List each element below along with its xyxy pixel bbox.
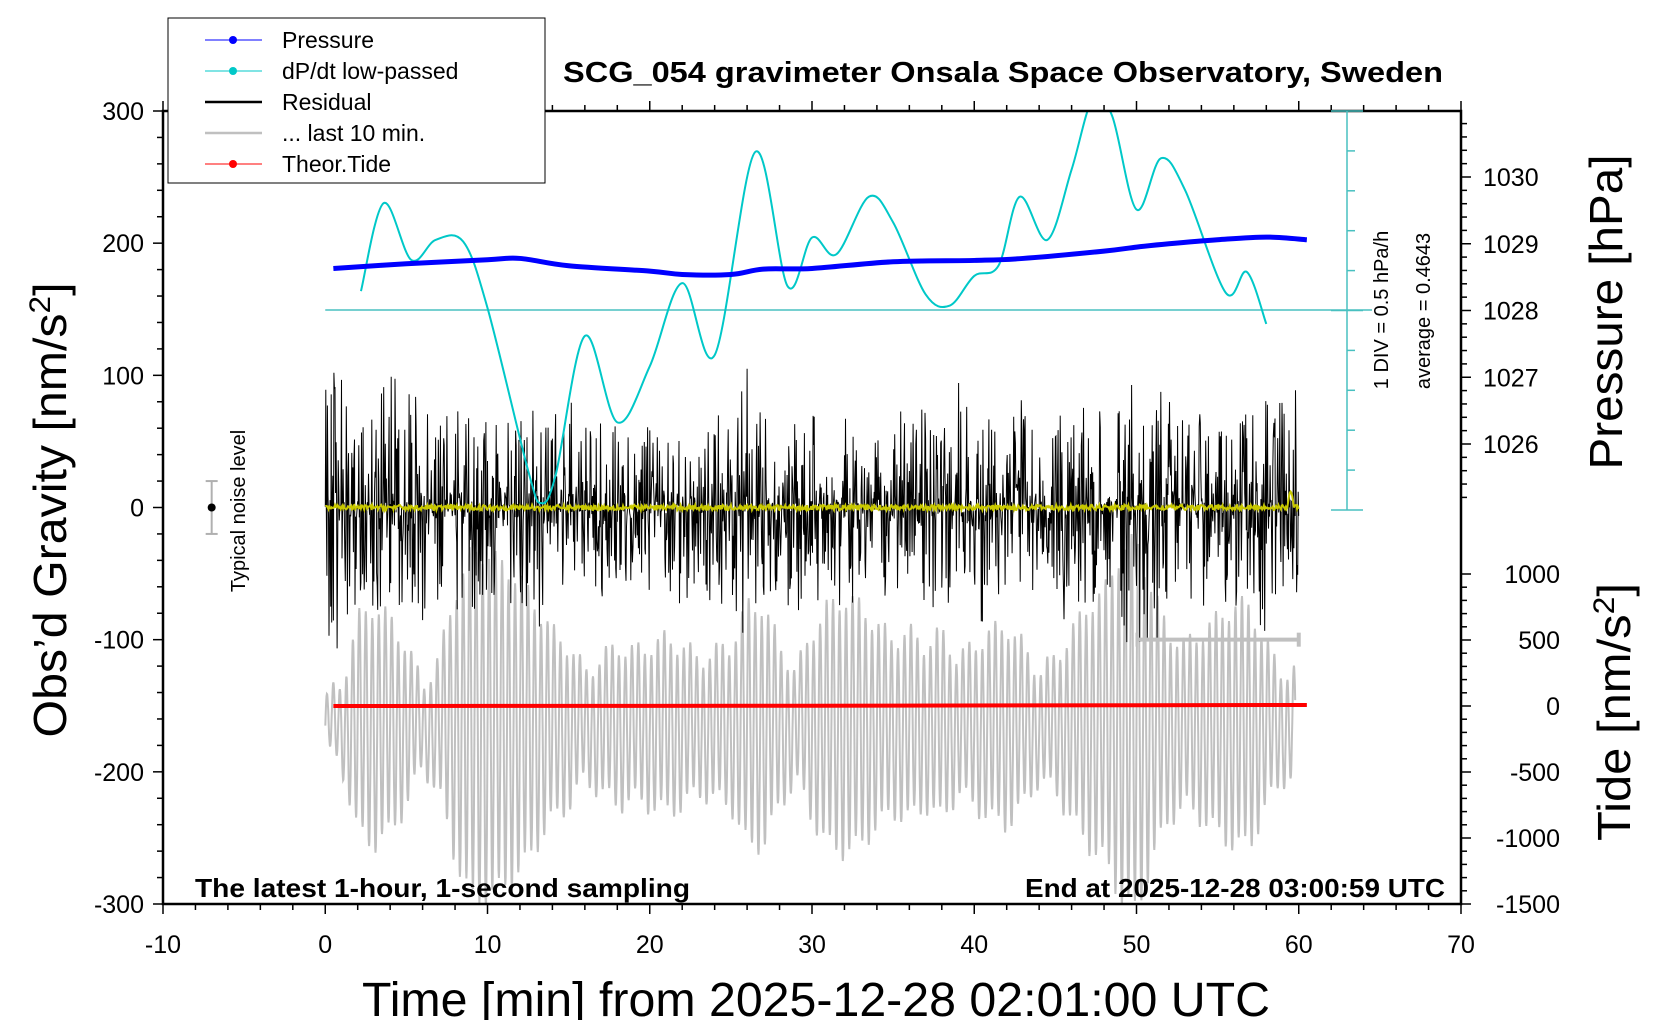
tide-line <box>333 702 1307 708</box>
legend-item: Pressure <box>205 27 374 53</box>
legend: Pressure dP/dt low-passed Residual ... last… <box>167 17 546 184</box>
legend-label: dP/dt low-passed <box>282 58 458 84</box>
pressure-tick-label: 1030 <box>1483 164 1539 192</box>
axes: -10 0 10 20 30 40 50 60 703002001000-100-200-300… <box>94 98 1560 959</box>
legend-item: Theor.Tide <box>205 151 391 177</box>
y-axis-label-tide: Tide [nm/s2] <box>1588 583 1640 841</box>
pressure-tick-label: 1028 <box>1483 298 1539 326</box>
legend-item: Residual <box>205 89 372 115</box>
annotation-left: The latest 1-hour, 1-second sampling <box>195 873 690 903</box>
x-tick-label: 10 <box>474 931 502 959</box>
tide-tick-label: 500 <box>1518 627 1560 655</box>
legend-label: Theor.Tide <box>282 151 391 177</box>
low-passed-residual-line <box>325 489 1300 515</box>
legend-item: ... last 10 min. <box>205 120 425 146</box>
dpdt-average-label: average = 0.4643 <box>1413 233 1435 389</box>
noise-level-label: Typical noise level <box>228 430 250 592</box>
y-axis-label-left: Obs’d Gravity [nm/s2] <box>24 283 76 738</box>
residual-line <box>324 368 1300 649</box>
legend-marker <box>229 160 237 168</box>
plot-area <box>205 111 1372 904</box>
y-tick-label: -100 <box>94 627 144 655</box>
x-tick-label: 40 <box>960 931 988 959</box>
pressure-tick-label: 1026 <box>1483 431 1539 459</box>
y-tick-label: 200 <box>102 230 144 258</box>
noise-level-dot <box>207 503 216 512</box>
dpdt-line <box>359 111 1268 505</box>
x-tick-label: 60 <box>1285 931 1313 959</box>
dpdt-scale-label: 1 DIV = 0.5 hPa/h <box>1371 231 1393 389</box>
pressure-tick-label: 1029 <box>1483 231 1539 259</box>
last-10-min-line <box>324 533 1297 904</box>
x-tick-label: 30 <box>798 931 826 959</box>
pressure-line <box>333 234 1308 278</box>
y-tick-label: 100 <box>102 362 144 390</box>
x-tick-label: 20 <box>636 931 664 959</box>
tide-tick-label: -500 <box>1510 759 1560 787</box>
y-tick-label: -200 <box>94 759 144 787</box>
legend-label: Residual <box>282 89 372 115</box>
pressure-tick-label: 1027 <box>1483 364 1539 392</box>
annotation-right: End at 2025-12-28 03:00:59 UTC <box>1025 873 1445 903</box>
x-tick-label: 50 <box>1123 931 1151 959</box>
tide-tick-label: -1500 <box>1496 891 1560 919</box>
x-tick-label: 0 <box>318 931 332 959</box>
legend-label: Pressure <box>282 27 374 53</box>
x-tick-label: -10 <box>145 931 181 959</box>
tide-tick-label: 0 <box>1546 693 1560 721</box>
legend-label: ... last 10 min. <box>282 120 425 146</box>
tide-tick-label: -1000 <box>1496 825 1560 853</box>
y-axis-label-pressure: Pressure [hPa] <box>1580 155 1632 470</box>
legend-item: dP/dt low-passed <box>205 58 458 84</box>
x-tick-label: 70 <box>1447 931 1475 959</box>
y-tick-label: 0 <box>130 495 144 523</box>
x-axis-label: Time [min] from 2025-12-28 02:01:00 UTC <box>362 974 1270 1020</box>
tide-tick-label: 1000 <box>1504 561 1560 589</box>
y-tick-label: 300 <box>102 98 144 126</box>
legend-box <box>167 17 546 184</box>
y-tick-label: -300 <box>94 891 144 919</box>
legend-marker <box>229 67 237 75</box>
legend-marker <box>229 36 237 44</box>
chart-title: SCG_054 gravimeter Onsala Space Observat… <box>563 57 1443 89</box>
